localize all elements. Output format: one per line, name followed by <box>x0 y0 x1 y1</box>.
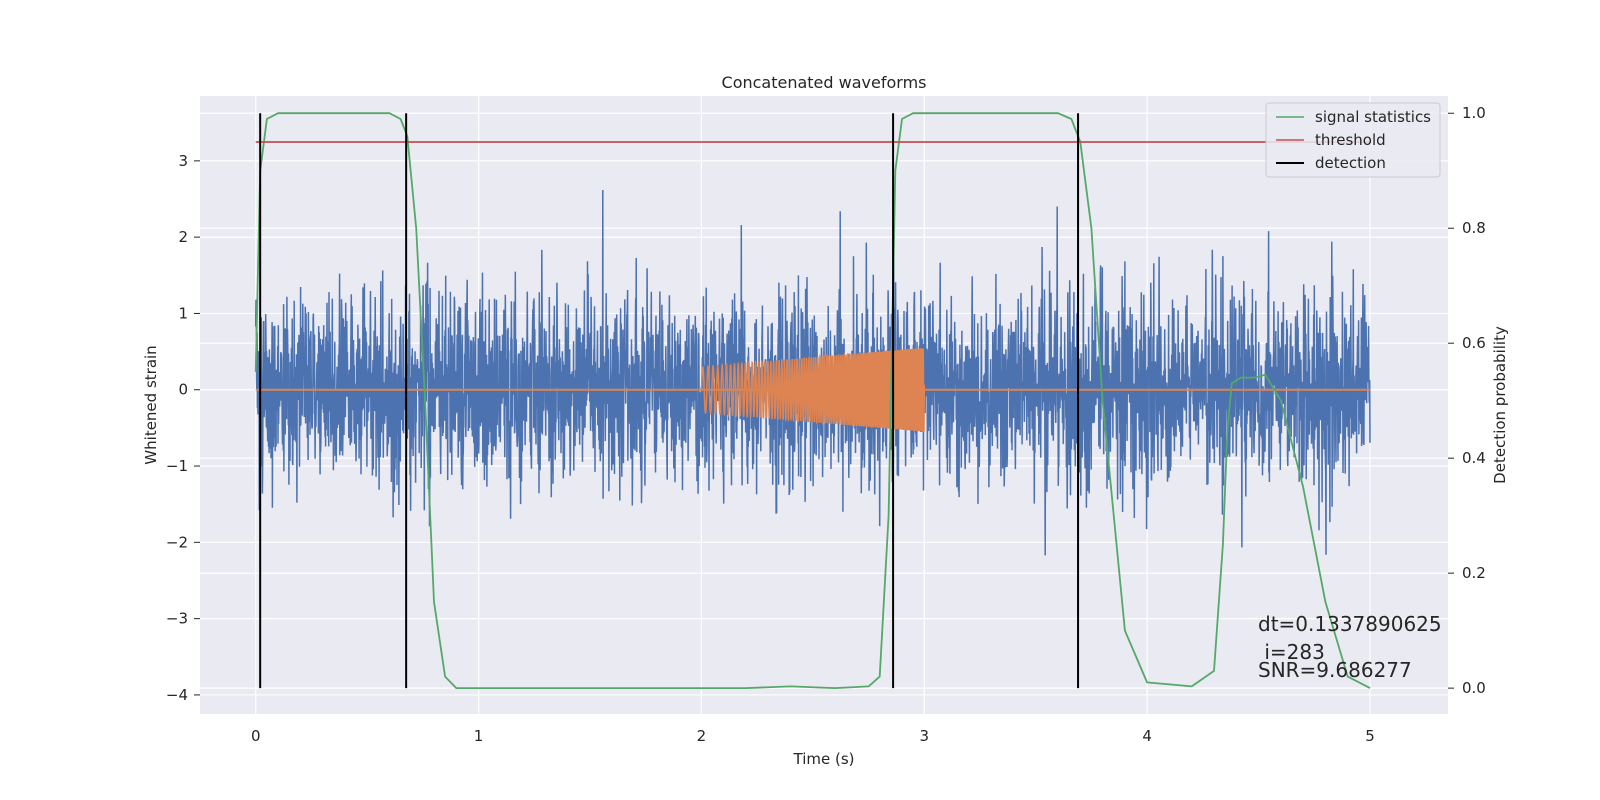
ticks-layer: 0 1 2 3 4 5 −4 −3 −2 −1 0 1 2 3 0.0 0.2 0.4 0.6 0.8 1.0 <box>166 104 1486 745</box>
y-tick-label: −3 <box>166 610 188 628</box>
legend-label-threshold: threshold <box>1315 131 1386 149</box>
x-axis-label: Time (s) <box>793 750 855 768</box>
y-tick-label: −1 <box>166 457 188 475</box>
y-right-tick-label: 0.4 <box>1462 449 1486 467</box>
y-right-tick-label: 0.8 <box>1462 219 1486 237</box>
legend-label-signal-statistics: signal statistics <box>1315 108 1431 126</box>
series-layer <box>254 112 1371 689</box>
y-right-tick-label: 0.6 <box>1462 334 1486 352</box>
legend: signal statistics threshold detection <box>1265 102 1441 178</box>
y-right-tick-label: 1.0 <box>1462 104 1486 122</box>
y-tick-label: 1 <box>178 304 188 322</box>
x-tick-label: 4 <box>1142 727 1152 745</box>
y-tick-label: −2 <box>166 533 188 551</box>
y-tick-label: −4 <box>166 686 188 704</box>
annotation-snr: SNR=9.686277 <box>1258 658 1412 682</box>
y-axis-label: Whitened strain <box>142 345 160 464</box>
x-tick-label: 3 <box>920 727 930 745</box>
y-tick-label: 3 <box>178 152 188 170</box>
y-tick-label: 2 <box>178 228 188 246</box>
signal-statistics-line <box>254 112 1371 689</box>
x-tick-label: 1 <box>474 727 484 745</box>
chart-title: Concatenated waveforms <box>722 73 927 92</box>
legend-label-detection: detection <box>1315 154 1386 172</box>
x-tick-label: 5 <box>1365 727 1375 745</box>
template-chirp-line <box>700 348 926 432</box>
x-tick-label: 0 <box>251 727 261 745</box>
y-axis-label-right: Detection probability <box>1491 326 1509 484</box>
annotations: dt=0.1337890625 i=283 SNR=9.686277 <box>1258 612 1442 682</box>
y-right-tick-label: 0.0 <box>1462 679 1486 697</box>
y-tick-label: 0 <box>178 381 188 399</box>
annotation-i: i=283 <box>1258 640 1325 664</box>
annotation-dt: dt=0.1337890625 <box>1258 612 1442 636</box>
legend-box <box>1265 102 1441 178</box>
x-tick-label: 2 <box>697 727 707 745</box>
y-right-tick-label: 0.2 <box>1462 564 1486 582</box>
